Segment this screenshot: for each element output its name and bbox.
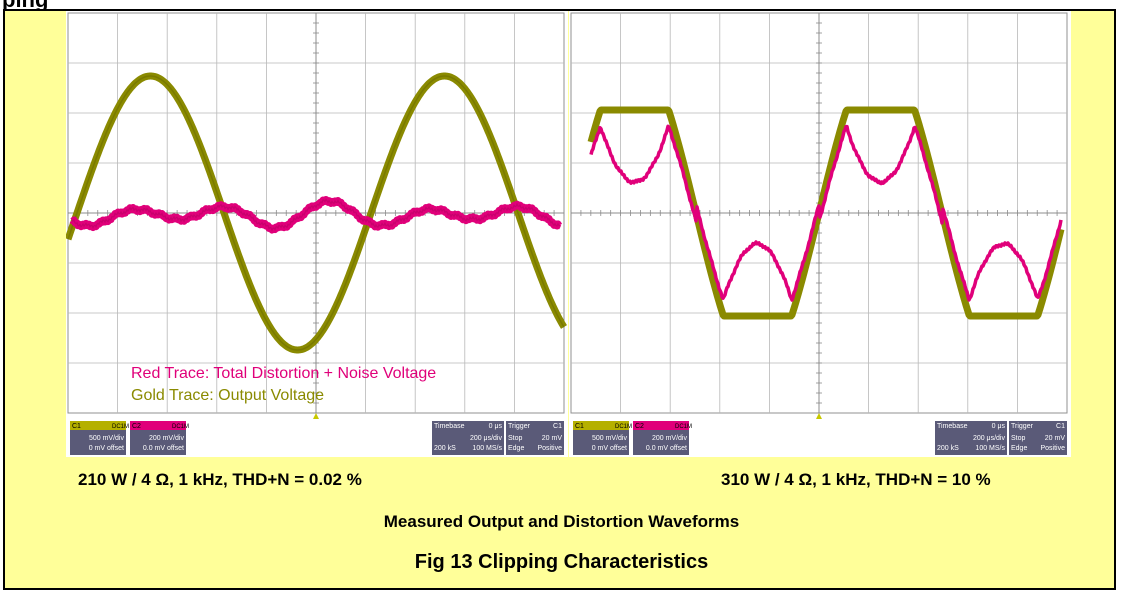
svg-text:200 mV/div: 200 mV/div	[149, 435, 185, 442]
svg-text:100 MS/s: 100 MS/s	[472, 445, 502, 452]
svg-text:C1: C1	[1056, 423, 1065, 430]
output-voltage-trace	[66, 72, 567, 354]
svg-text:Trigger: Trigger	[1011, 423, 1034, 430]
svg-text:Timebase: Timebase	[937, 423, 968, 430]
legend-gold-trace: Gold Trace: Output Voltage	[131, 387, 325, 404]
channel-info-c1: C1 DC1M 500 mV/div 0 mV offset	[70, 421, 129, 455]
trigger-info: Trigger C1 Stop 20 mV Edge Positive	[506, 421, 564, 455]
svg-text:Positive: Positive	[537, 445, 562, 452]
svg-text:Stop: Stop	[508, 435, 523, 442]
svg-text:C2: C2	[635, 423, 644, 430]
svg-text:0.0 mV offset: 0.0 mV offset	[143, 445, 184, 452]
figure-subtitle: Measured Output and Distortion Waveforms	[383, 512, 740, 531]
svg-text:DC1M: DC1M	[675, 424, 692, 430]
svg-text:500 mV/div: 500 mV/div	[592, 435, 628, 442]
output-voltage-trace	[587, 106, 1065, 320]
svg-text:DC1M: DC1M	[112, 424, 129, 430]
svg-text:Edge: Edge	[508, 445, 524, 452]
svg-text:0.0 mV offset: 0.0 mV offset	[646, 445, 687, 452]
timebase-info: Timebase 0 μs 200 μs/div 200 kS 100 MS/s	[935, 421, 1007, 455]
svg-text:20 mV: 20 mV	[1045, 435, 1066, 442]
svg-text:0 μs: 0 μs	[489, 423, 503, 430]
svg-text:200 μs/div: 200 μs/div	[470, 435, 503, 442]
svg-text:500 mV/div: 500 mV/div	[89, 435, 125, 442]
svg-text:C1: C1	[575, 423, 584, 430]
svg-text:200 kS: 200 kS	[937, 445, 959, 452]
svg-text:200 mV/div: 200 mV/div	[652, 435, 688, 442]
svg-text:0 μs: 0 μs	[992, 423, 1006, 430]
svg-text:Positive: Positive	[1040, 445, 1065, 452]
svg-text:C1: C1	[553, 423, 562, 430]
svg-text:DC1M: DC1M	[172, 424, 189, 430]
caption-left-measurement: 210 W / 4 Ω, 1 kHz, THD+N = 0.02 %	[78, 470, 362, 489]
svg-text:C2: C2	[132, 423, 141, 430]
legend-red-trace: Red Trace: Total Distortion + Noise Volt…	[131, 365, 437, 382]
channel-info-c1: C1 DC1M 500 mV/div 0 mV offset	[573, 421, 632, 455]
trigger-info: Trigger C1 Stop 20 mV Edge Positive	[1009, 421, 1067, 455]
caption-right-measurement: 310 W / 4 Ω, 1 kHz, THD+N = 10 %	[721, 470, 991, 489]
svg-text:20 mV: 20 mV	[542, 435, 563, 442]
distortion-noise-trace	[589, 124, 1063, 302]
channel-info-c2: C2 DC1M 200 mV/div 0.0 mV offset	[633, 421, 692, 455]
svg-text:200 μs/div: 200 μs/div	[973, 435, 1006, 442]
svg-text:Trigger: Trigger	[508, 423, 531, 430]
svg-text:C1: C1	[72, 423, 81, 430]
svg-text:DC1M: DC1M	[615, 424, 632, 430]
svg-text:200 kS: 200 kS	[434, 445, 456, 452]
svg-text:Stop: Stop	[1011, 435, 1026, 442]
svg-text:0 mV offset: 0 mV offset	[89, 445, 124, 452]
channel-info-c2: C2 DC1M 200 mV/div 0.0 mV offset	[130, 421, 189, 455]
timebase-info: Timebase 0 μs 200 μs/div 200 kS 100 MS/s	[432, 421, 504, 455]
svg-text:Timebase: Timebase	[434, 423, 465, 430]
svg-text:Edge: Edge	[1011, 445, 1027, 452]
figure-title: Fig 13 Clipping Characteristics	[414, 551, 709, 573]
oscilloscope-left: C1 DC1M 500 mV/div 0 mV offset C2 DC1M 200 mV/…	[66, 11, 568, 457]
svg-text:100 MS/s: 100 MS/s	[975, 445, 1005, 452]
oscilloscope-right: C1 DC1M 500 mV/div 0 mV offset C2 DC1M 200 mV/…	[569, 11, 1071, 457]
distortion-noise-trace	[69, 196, 563, 234]
svg-text:0 mV offset: 0 mV offset	[592, 445, 627, 452]
